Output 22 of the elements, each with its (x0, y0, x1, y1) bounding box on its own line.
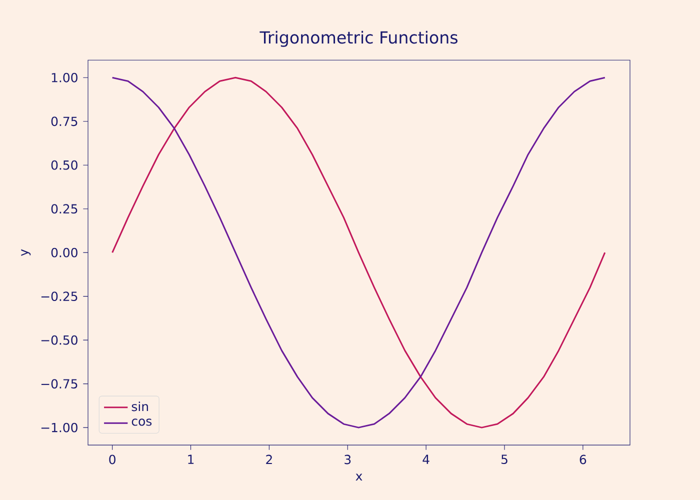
y-tick-label: 0.50 (51, 160, 78, 170)
y-tick-label: −0.25 (41, 292, 78, 302)
y-tick-label: 0.75 (51, 116, 78, 126)
x-tick-label: 1 (188, 454, 194, 464)
line-series (112, 76, 606, 428)
legend-label: cos (132, 418, 152, 426)
y-tick-label: 1.00 (52, 72, 78, 82)
y-tick-label: 0.00 (51, 248, 78, 258)
x-tick-label: 0 (109, 454, 116, 464)
x-tick-label: 5 (501, 454, 508, 464)
x-tick-label: 2 (266, 454, 272, 464)
legend-label: sin (132, 402, 148, 412)
x-axis-title: x (356, 474, 362, 481)
chart-title: Trigonometric Functions (260, 30, 458, 47)
y-tick-label: −0.75 (41, 379, 78, 389)
x-tick-label: 4 (422, 454, 430, 464)
x-tick-label: 3 (344, 454, 351, 464)
y-tick-label: −0.50 (41, 335, 78, 345)
y-tick-label: −1.00 (41, 422, 78, 432)
y-axis-title: y (21, 249, 31, 256)
x-tick-label: 6 (580, 454, 586, 464)
y-tick-label: 0.25 (51, 204, 78, 214)
